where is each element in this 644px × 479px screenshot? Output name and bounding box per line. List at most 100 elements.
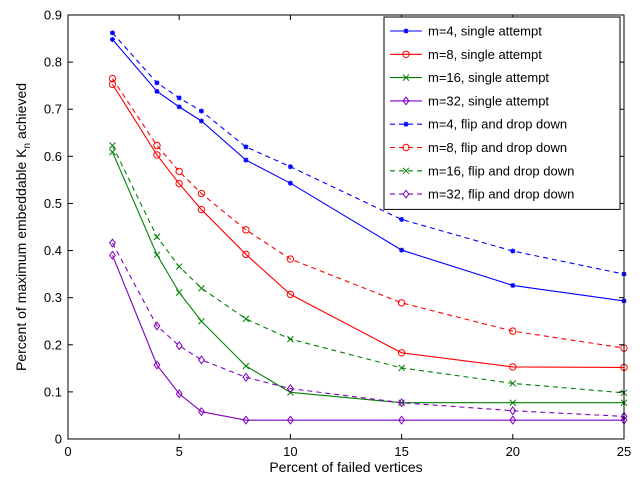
x-tick-label: 10 (283, 444, 297, 459)
data-point (197, 355, 205, 365)
data-point (510, 248, 516, 254)
data-point (176, 104, 182, 110)
legend-label: m=4, single attempt (428, 24, 542, 39)
data-point (510, 282, 516, 288)
data-point (286, 383, 294, 394)
y-tick-label: 0.8 (44, 55, 62, 70)
data-point (509, 406, 517, 416)
y-tick-label: 0.3 (44, 290, 62, 305)
data-point (109, 148, 116, 156)
data-point (175, 389, 183, 399)
data-point (197, 205, 206, 214)
legend-label: m=8, flip and drop down (428, 140, 567, 155)
data-point (286, 290, 295, 299)
y-tick-label: 0.7 (44, 102, 62, 117)
data-point (153, 321, 161, 331)
data-point (509, 415, 517, 425)
legend-entry-2: m=8, single attempt (390, 47, 542, 62)
data-point (175, 341, 183, 351)
data-point (108, 80, 117, 88)
data-point (398, 398, 406, 408)
data-point (154, 88, 160, 94)
data-point (242, 315, 250, 323)
data-point (242, 372, 250, 382)
data-point (287, 164, 293, 170)
data-point (243, 157, 249, 163)
legend-label: m=32, flip and drop down (428, 187, 574, 202)
x-tick-label: 15 (394, 444, 408, 459)
data-point (399, 216, 405, 222)
data-point (286, 255, 295, 263)
legend-marker (402, 167, 410, 175)
legend-entry-1: m=4, single attempt (390, 24, 542, 39)
data-point (175, 263, 183, 270)
legend-label: m=8, single attempt (428, 47, 542, 62)
data-point (109, 238, 116, 248)
legend: m=4, single attempt m=8, single attempt m=… (383, 16, 621, 210)
data-point (198, 118, 204, 124)
data-point (243, 144, 249, 150)
legend-marker (403, 121, 409, 127)
y-tick-label: 0.2 (44, 337, 62, 352)
y-tick-label: 0.4 (44, 243, 62, 258)
data-point (399, 247, 405, 253)
data-point (509, 327, 517, 335)
y-axis-label-subscript: n (22, 143, 33, 149)
legend-label: m=4, flip and drop down (428, 117, 567, 132)
series-line (112, 78, 625, 349)
legend-marker (403, 28, 409, 34)
x-tick-label: 0 (64, 444, 71, 459)
data-point (153, 141, 161, 150)
legend-label: m=16, flip and drop down (428, 163, 574, 178)
data-point (398, 415, 406, 425)
data-point (509, 363, 517, 371)
series-line (112, 83, 625, 368)
series-line (111, 255, 624, 421)
data-point (286, 415, 294, 425)
data-point (397, 299, 406, 307)
y-tick-label: 0 (55, 432, 62, 447)
y-tick-label: 0.5 (44, 196, 62, 211)
data-point (108, 74, 117, 83)
data-point (175, 289, 183, 296)
data-point (197, 407, 205, 417)
axes-box (67, 14, 625, 440)
series-8 (109, 238, 628, 422)
x-tick-label: 25 (617, 444, 631, 459)
data-point (197, 189, 206, 198)
legend-box (383, 16, 621, 210)
series-7 (109, 142, 628, 397)
legend-label: m=16, single attempt (428, 70, 549, 85)
data-point (509, 399, 517, 407)
data-point (287, 180, 293, 186)
series-line (112, 32, 625, 275)
data-point (175, 179, 183, 188)
data-point (109, 36, 115, 42)
y-tick-label: 0.1 (44, 384, 62, 399)
data-point (398, 364, 405, 372)
series-line (111, 145, 625, 394)
data-point (154, 80, 160, 86)
legend-entry-4: m=32, single attempt (390, 93, 549, 108)
x-tick-label: 5 (176, 444, 183, 459)
legend-entry-3: m=16, single attempt (390, 70, 549, 85)
data-point (153, 151, 161, 159)
x-axis-label: Percent of failed vertices (269, 459, 422, 475)
legend-marker (402, 143, 410, 152)
data-point (198, 317, 205, 325)
legend-marker (402, 189, 410, 199)
y-tick-label: 0.6 (44, 149, 62, 164)
legend-label: m=32, single attempt (428, 93, 549, 108)
data-point (153, 360, 161, 370)
series-3 (109, 148, 628, 407)
legend-entry-6: m=8, flip and drop down (390, 140, 567, 155)
series-layer (108, 30, 628, 425)
legend-marker (402, 74, 410, 81)
legend-marker (402, 50, 410, 58)
data-point (242, 226, 250, 234)
data-point (242, 415, 250, 425)
legend-entry-5: m=4, flip and drop down (390, 117, 567, 132)
axes-layer: 0 5 10 15 20 25 0 0.1 0.2 0.3 0.4 0.5 0.6 0.7 0.8 0.9 (44, 8, 631, 460)
y-axis-label: Percent of maximum embeddable Kn achieve… (13, 83, 33, 371)
